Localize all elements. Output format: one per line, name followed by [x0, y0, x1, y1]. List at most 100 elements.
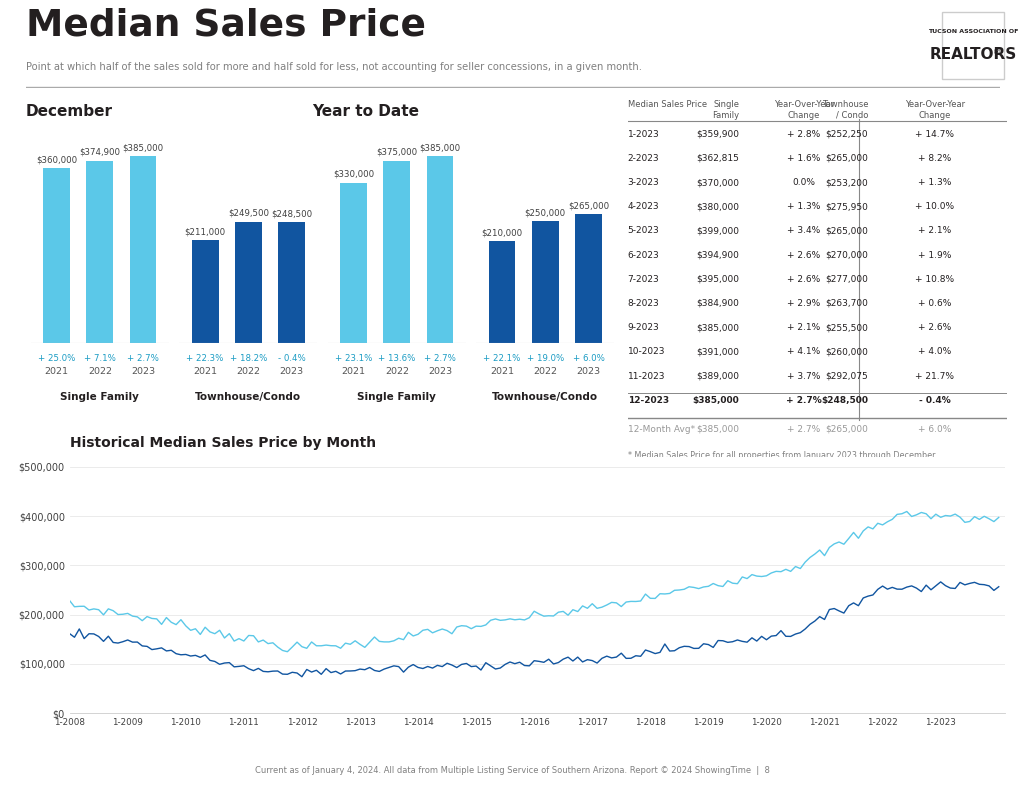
Bar — [191, 240, 218, 343]
Bar — [43, 168, 70, 343]
Text: + 19.0%: + 19.0% — [526, 355, 564, 363]
Text: + 14.7%: + 14.7% — [915, 130, 954, 139]
Text: + 2.6%: + 2.6% — [918, 323, 951, 333]
Text: Year to Date: Year to Date — [312, 104, 419, 120]
Text: + 2.1%: + 2.1% — [918, 226, 951, 236]
Text: + 2.7%: + 2.7% — [786, 396, 822, 405]
Text: REALTORS: REALTORS — [930, 46, 1017, 61]
Bar — [383, 161, 411, 343]
Text: Historical Median Sales Price by Month: Historical Median Sales Price by Month — [70, 437, 376, 450]
Text: 2-2023: 2-2023 — [628, 154, 659, 163]
Text: + 2.7%: + 2.7% — [424, 355, 456, 363]
Text: + 4.0%: + 4.0% — [918, 348, 951, 356]
Text: 2023: 2023 — [131, 366, 155, 376]
Text: + 1.6%: + 1.6% — [787, 154, 820, 163]
Text: $248,500: $248,500 — [271, 210, 312, 218]
Text: + 8.2%: + 8.2% — [918, 154, 951, 163]
Text: * Median Sales Price for all properties from January 2023 through December
2023.: * Median Sales Price for all properties … — [628, 451, 935, 472]
Text: 2023: 2023 — [428, 366, 452, 376]
Text: 12-2023: 12-2023 — [628, 396, 669, 405]
Text: $385,000: $385,000 — [696, 425, 739, 433]
Text: $399,000: $399,000 — [696, 226, 739, 236]
Text: 12-Month Avg*: 12-Month Avg* — [628, 425, 695, 433]
Text: + 6.0%: + 6.0% — [572, 355, 604, 363]
Text: 2021: 2021 — [194, 366, 217, 376]
Text: Year-Over-Year
Change: Year-Over-Year Change — [904, 100, 965, 120]
Text: + 3.7%: + 3.7% — [787, 372, 820, 381]
Text: + 4.1%: + 4.1% — [787, 348, 820, 356]
Text: 5-2023: 5-2023 — [628, 226, 659, 236]
Text: $394,900: $394,900 — [696, 251, 739, 259]
Bar — [427, 156, 454, 343]
Text: 2021: 2021 — [342, 366, 366, 376]
Text: + 22.1%: + 22.1% — [483, 355, 521, 363]
Text: $292,075: $292,075 — [825, 372, 868, 381]
Text: + 2.6%: + 2.6% — [787, 275, 820, 284]
Text: Single Family: Single Family — [60, 392, 139, 402]
Text: Median Sales Price: Median Sales Price — [26, 8, 426, 44]
Text: 11-2023: 11-2023 — [628, 372, 666, 381]
Text: $250,000: $250,000 — [524, 209, 566, 217]
Text: 4-2023: 4-2023 — [628, 203, 659, 211]
Text: Current as of January 4, 2024. All data from Multiple Listing Service of Souther: Current as of January 4, 2024. All data … — [255, 766, 769, 775]
Bar — [279, 222, 305, 343]
Text: $380,000: $380,000 — [696, 203, 739, 211]
Text: Single Family: Single Family — [357, 392, 436, 402]
Text: + 25.0%: + 25.0% — [38, 355, 76, 363]
Text: 9-2023: 9-2023 — [628, 323, 659, 333]
Bar — [575, 214, 602, 343]
Text: + 2.9%: + 2.9% — [787, 299, 820, 308]
Bar — [234, 221, 262, 343]
Text: Townhouse/Condo: Townhouse/Condo — [876, 482, 964, 492]
Text: $260,000: $260,000 — [825, 348, 868, 356]
Text: + 2.7%: + 2.7% — [127, 355, 159, 363]
Text: ®: ® — [992, 48, 1000, 58]
Text: $362,815: $362,815 — [696, 154, 739, 163]
Text: $391,000: $391,000 — [696, 348, 739, 356]
Text: $252,250: $252,250 — [825, 130, 868, 139]
Text: $275,950: $275,950 — [825, 203, 868, 211]
Text: + 2.1%: + 2.1% — [787, 323, 820, 333]
Text: + 2.6%: + 2.6% — [787, 251, 820, 259]
Text: 2022: 2022 — [534, 366, 557, 376]
Text: + 10.0%: + 10.0% — [915, 203, 954, 211]
Text: $370,000: $370,000 — [696, 178, 739, 187]
Text: + 22.3%: + 22.3% — [186, 355, 224, 363]
Text: 6-2023: 6-2023 — [628, 251, 659, 259]
Text: + 7.1%: + 7.1% — [84, 355, 116, 363]
Text: 8-2023: 8-2023 — [628, 299, 659, 308]
Text: 1-2023: 1-2023 — [628, 130, 659, 139]
Bar — [340, 183, 367, 343]
Text: December: December — [26, 104, 113, 120]
Text: Townhouse/Condo: Townhouse/Condo — [196, 392, 301, 402]
Text: 2023: 2023 — [280, 366, 303, 376]
Text: + 10.8%: + 10.8% — [915, 275, 954, 284]
Text: 2021: 2021 — [490, 366, 514, 376]
Text: $211,000: $211,000 — [184, 228, 225, 236]
Text: 0.0%: 0.0% — [793, 178, 815, 187]
Text: $253,200: $253,200 — [825, 178, 868, 187]
Text: 2023: 2023 — [577, 366, 600, 376]
Text: + 0.6%: + 0.6% — [918, 299, 951, 308]
Text: $385,000: $385,000 — [420, 143, 461, 152]
Text: $265,000: $265,000 — [825, 226, 868, 236]
Text: $248,500: $248,500 — [821, 396, 868, 405]
Text: $255,500: $255,500 — [825, 323, 868, 333]
Text: $249,500: $249,500 — [227, 209, 269, 217]
Bar — [488, 241, 515, 343]
Text: + 1.3%: + 1.3% — [787, 203, 820, 211]
Bar — [86, 161, 114, 343]
Text: Townhouse
/ Condo: Townhouse / Condo — [822, 100, 868, 120]
Text: $385,000: $385,000 — [692, 396, 739, 405]
Text: Townhouse/Condo: Townhouse/Condo — [493, 392, 598, 402]
Text: + 2.8%: + 2.8% — [787, 130, 820, 139]
Text: $277,000: $277,000 — [825, 275, 868, 284]
Text: $265,000: $265,000 — [825, 154, 868, 163]
Text: + 1.3%: + 1.3% — [918, 178, 951, 187]
Text: $330,000: $330,000 — [333, 169, 374, 179]
Text: - 0.4%: - 0.4% — [278, 355, 305, 363]
Text: $385,000: $385,000 — [123, 143, 164, 152]
Text: 2022: 2022 — [88, 366, 112, 376]
Bar — [130, 156, 157, 343]
Text: TUCSON ASSOCIATION OF: TUCSON ASSOCIATION OF — [928, 29, 1018, 35]
